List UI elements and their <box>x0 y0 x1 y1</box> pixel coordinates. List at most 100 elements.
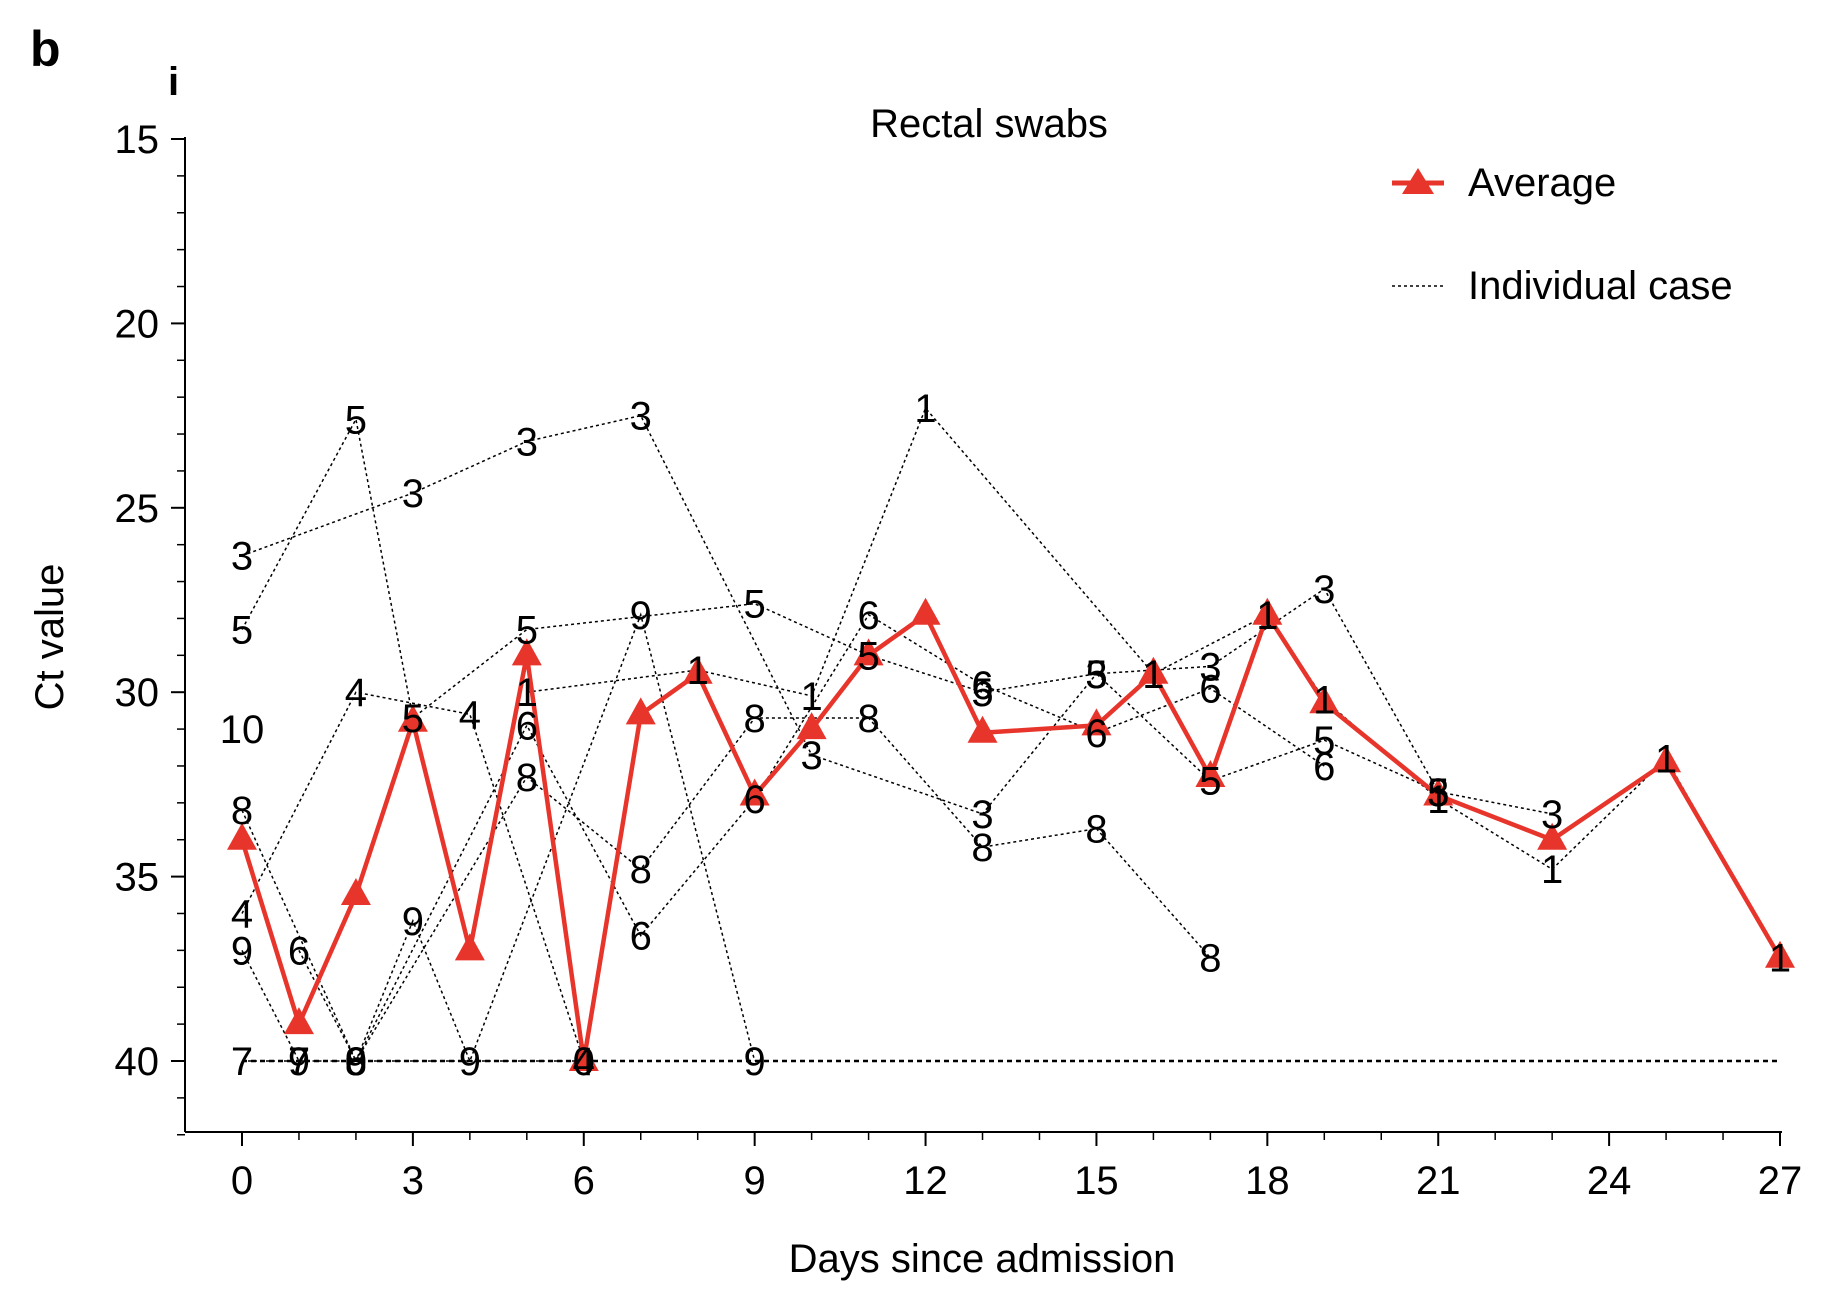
case-1-label: 1 <box>1427 778 1449 822</box>
legend-average-marker <box>1402 168 1434 194</box>
case-3-label: 3 <box>801 734 823 778</box>
panel-letter: b <box>30 21 61 77</box>
case-9-label: 9 <box>402 900 424 944</box>
case-3-label: 3 <box>1313 568 1335 612</box>
case-0-label: 0 <box>345 1040 367 1084</box>
case-1-label: 1 <box>1769 937 1791 981</box>
case-6-label: 6 <box>744 778 766 822</box>
case-1-label: 1 <box>1142 653 1164 697</box>
average-point <box>910 597 941 625</box>
x-tick-label: 3 <box>402 1159 424 1203</box>
x-tick-label: 9 <box>744 1159 766 1203</box>
case-9-line <box>241 612 756 1064</box>
x-tick-label: 6 <box>573 1159 595 1203</box>
case-9-label: 9 <box>459 1040 481 1084</box>
x-tick-label: 18 <box>1245 1159 1290 1203</box>
case-5-label: 5 <box>345 398 367 442</box>
case-3-label: 3 <box>1427 771 1449 815</box>
case-7-label: 7 <box>288 1040 310 1084</box>
average-point <box>1138 656 1169 684</box>
case-4-label: 4 <box>231 892 253 936</box>
average-point <box>796 712 827 740</box>
case-6-label: 6 <box>857 594 879 638</box>
case-5-label: 5 <box>971 671 993 715</box>
case-3-label: 3 <box>231 535 253 579</box>
case-1-label: 1 <box>1655 738 1677 782</box>
y-tick-label: 20 <box>115 302 160 346</box>
case-4-label: 4 <box>573 1040 595 1084</box>
case-3-line <box>241 414 1553 815</box>
case-8-label: 8 <box>345 1040 367 1084</box>
legend: Average Individual case <box>1392 161 1733 308</box>
average-point <box>682 656 713 684</box>
average-point <box>511 638 542 666</box>
y-tick-label: 30 <box>115 671 160 715</box>
x-tick-label: 27 <box>1758 1159 1803 1203</box>
case-3-label: 3 <box>1085 653 1107 697</box>
case-3-label: 3 <box>971 793 993 837</box>
case-9-label: 9 <box>630 594 652 638</box>
case-1-label: 1 <box>801 675 823 719</box>
legend-individual-label: Individual case <box>1468 264 1733 308</box>
case-1-label: 1 <box>1541 848 1563 892</box>
x-tick-label: 0 <box>231 1159 253 1203</box>
case-6-label: 6 <box>516 704 538 748</box>
case-8-line <box>241 717 1211 1063</box>
x-tick-label: 12 <box>903 1159 948 1203</box>
case-6-label: 6 <box>288 929 310 973</box>
average-point <box>340 878 371 906</box>
case-4-label: 4 <box>459 693 481 737</box>
case-10-label: 10 <box>220 708 265 752</box>
case-8-label: 8 <box>516 756 538 800</box>
chart-title: Rectal swabs <box>870 102 1108 146</box>
case-3-label: 3 <box>402 472 424 516</box>
sub-panel-letter: i <box>168 60 180 104</box>
case-9-label: 9 <box>744 1040 766 1084</box>
x-tick-label: 15 <box>1074 1159 1119 1203</box>
case-5-label: 5 <box>402 697 424 741</box>
y-tick-label: 15 <box>115 118 160 162</box>
case-5-label: 5 <box>231 609 253 653</box>
case-4-line <box>241 691 585 1062</box>
case-8-label: 8 <box>971 826 993 870</box>
y-tick-label: 35 <box>115 856 160 900</box>
average-series <box>227 597 1795 1071</box>
average-point <box>1537 822 1568 850</box>
y-tick-label: 40 <box>115 1040 160 1084</box>
case-8-label: 8 <box>1199 937 1221 981</box>
case-1-label: 1 <box>1313 679 1335 723</box>
case-3-label: 3 <box>516 420 538 464</box>
y-axis-title: Ct value <box>28 564 72 711</box>
case-7-label: 7 <box>231 1040 253 1084</box>
case-8-label: 8 <box>857 697 879 741</box>
x-tick-label: 24 <box>1587 1159 1632 1203</box>
average-point <box>283 1007 314 1035</box>
case-4-label: 4 <box>345 671 367 715</box>
case-3-label: 3 <box>1199 645 1221 689</box>
average-point <box>739 778 770 806</box>
legend-average-label: Average <box>1468 161 1616 205</box>
average-point <box>967 715 998 743</box>
case-5-label: 5 <box>516 609 538 653</box>
average-point <box>397 704 428 732</box>
case-8-label: 8 <box>744 697 766 741</box>
case-3-label: 3 <box>1541 793 1563 837</box>
case-8-label: 8 <box>231 789 253 833</box>
case-6-label: 6 <box>345 1040 367 1084</box>
case-9-label: 9 <box>288 1040 310 1084</box>
average-point <box>568 1044 599 1071</box>
average-point <box>1765 940 1795 968</box>
average-point <box>1309 686 1340 714</box>
average-point <box>1651 745 1682 773</box>
average-point <box>227 822 257 850</box>
case-1-label: 1 <box>914 387 936 431</box>
case-3-label: 3 <box>630 395 652 439</box>
average-point <box>454 933 485 961</box>
average-point <box>1195 760 1226 788</box>
y-tick-label: 25 <box>115 487 160 531</box>
case-8-label: 8 <box>1085 808 1107 852</box>
case-1-label: 1 <box>516 671 538 715</box>
